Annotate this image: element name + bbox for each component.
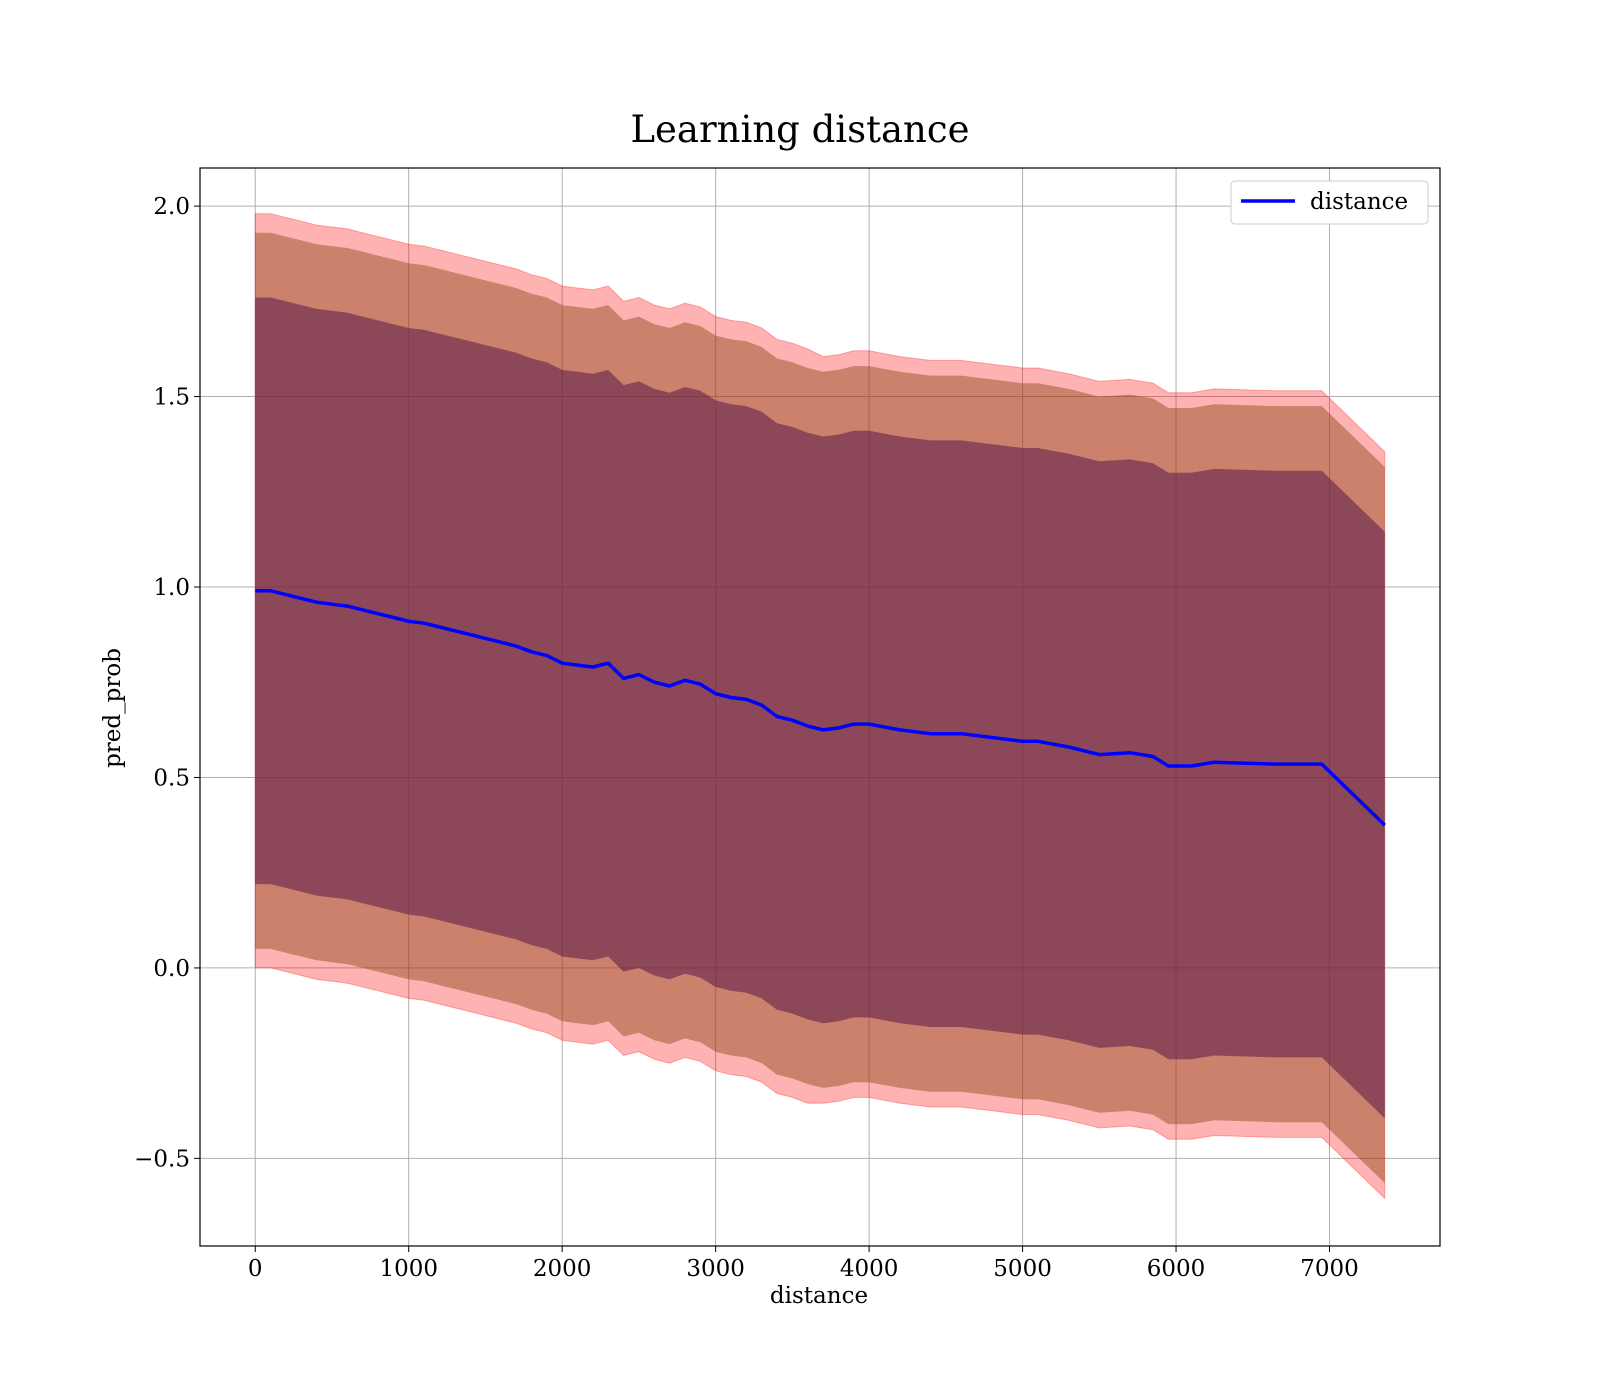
- axis-ticks: 0 1000 2000 3000 4000 5000 6000 7000 −0.5 0.0 0.5 1…: [134, 194, 1359, 1282]
- x-tick-label: 3000: [686, 1256, 745, 1282]
- x-axis-label: distance: [770, 1283, 868, 1309]
- x-tick-label: 7000: [1300, 1256, 1359, 1282]
- series-line-distance: [255, 589, 1387, 827]
- legend-box: [1230, 180, 1429, 225]
- series-lines: [255, 589, 1387, 827]
- y-tick-label: 1.5: [153, 385, 190, 411]
- y-tick-label: 1.0: [153, 575, 190, 601]
- x-tick-label: 0: [248, 1256, 263, 1282]
- band-inner: [255, 297, 1385, 1119]
- y-tick-label: 2.0: [153, 194, 190, 220]
- chart-title: Learning distance: [630, 108, 969, 151]
- x-tick-label: 6000: [1147, 1256, 1206, 1282]
- legend-label-distance: distance: [1310, 189, 1408, 215]
- y-tick-label: −0.5: [134, 1146, 190, 1172]
- x-tick-label: 4000: [840, 1256, 899, 1282]
- legend: distance: [1230, 180, 1429, 225]
- uncertainty-bands: [254, 213, 1386, 1200]
- y-tick-label: 0.5: [153, 765, 190, 791]
- x-tick-label: 2000: [533, 1256, 592, 1282]
- y-axis-label: pred_prob: [100, 648, 126, 768]
- x-tick-label: 5000: [993, 1256, 1052, 1282]
- x-tick-label: 1000: [379, 1256, 438, 1282]
- plot-area-frame: [199, 167, 1441, 1247]
- y-tick-label: 0.0: [153, 956, 190, 982]
